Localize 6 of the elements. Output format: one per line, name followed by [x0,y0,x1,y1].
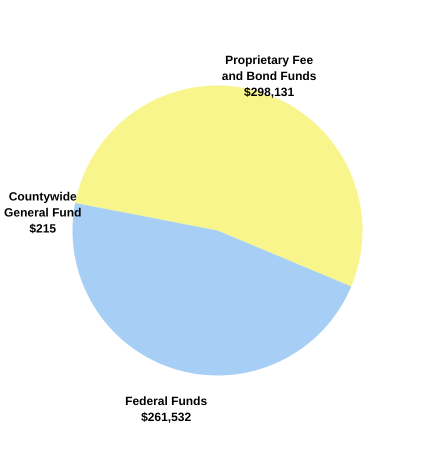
data-label: $298,131 [244,85,294,100]
slice-label: Federal Funds [125,394,208,408]
slice-label: Countywide General Fund [4,190,82,220]
data-label: $215 [29,222,56,236]
data-label: $261,532 [141,410,192,424]
slice-label: Proprietary Fee and Bond Funds [222,53,317,84]
